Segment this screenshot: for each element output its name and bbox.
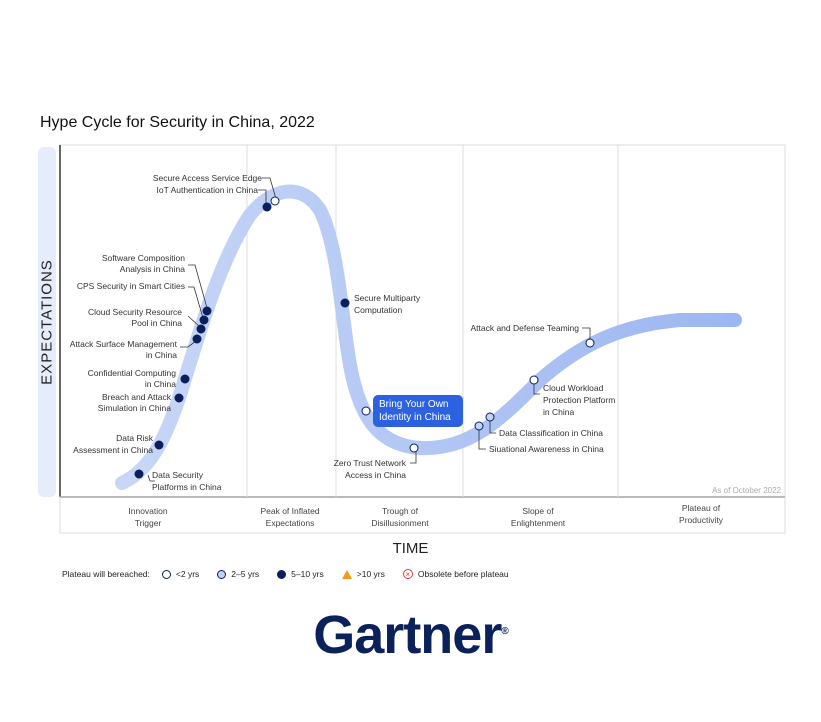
as-of-date: As of October 2022	[712, 486, 781, 495]
technology-label: Cloud Security Resource	[88, 307, 182, 317]
technology-label: in China	[145, 379, 176, 389]
highlight-callout: Bring Your Own Identity in China	[373, 395, 463, 427]
legend-item: 5–10 yrs	[291, 569, 324, 579]
technology-label: Secure Multiparty	[354, 293, 421, 303]
callout-line-1: Bring Your Own	[379, 399, 449, 410]
legend-triangle-icon	[341, 569, 352, 579]
technology-label: in China	[146, 350, 177, 360]
legend-navy-dot-icon	[277, 569, 287, 579]
technology-label: Data Risk	[116, 433, 154, 443]
legend-title: Plateau will bereached:	[62, 569, 150, 579]
x-axis-label: TIME	[392, 540, 429, 557]
technology-label: Siuational Awareness in China	[489, 444, 604, 454]
legend-item: Obsolete before plateau	[417, 569, 509, 579]
callout-line-2: Identity in China	[379, 412, 451, 423]
phase-label: Plateau of	[682, 503, 721, 513]
technology-label: Software Composition	[102, 253, 185, 263]
chart-title: Hype Cycle for Security in China, 2022	[40, 114, 315, 131]
phase-label: Productivity	[679, 515, 724, 525]
phase-label: Disillusionment	[371, 518, 429, 528]
phase-row	[59, 496, 786, 534]
phase-label: Peak of Inflated	[260, 506, 319, 516]
legend-white-dot-icon	[161, 569, 171, 579]
technology-label: Attack Surface Management	[70, 339, 178, 349]
technology-marker	[196, 324, 206, 334]
phase-label: Expectations	[266, 518, 315, 528]
technology-label: Attack and Defense Teaming	[470, 323, 579, 333]
legend-item: 2–5 yrs	[231, 569, 260, 579]
legend-obsolete-x-icon: ×	[402, 569, 413, 579]
technology-marker	[340, 298, 350, 308]
technology-label: in China	[543, 407, 574, 417]
hype-curve	[115, 184, 742, 490]
technology-label: Pool in China	[131, 318, 182, 328]
phase-label: Enlightenment	[511, 518, 566, 528]
phase-label: Trough of	[382, 506, 419, 516]
technology-label: Simulation in China	[98, 403, 172, 413]
technology-label: CPS Security in Smart Cities	[77, 281, 185, 291]
technology-marker	[180, 374, 190, 384]
technology-label: Assessment in China	[73, 445, 153, 455]
technology-marker	[474, 421, 484, 431]
technology-marker	[270, 196, 280, 206]
technology-label: Protection Platform	[543, 395, 615, 405]
y-axis-band	[38, 147, 56, 497]
leader-lines	[147, 177, 591, 482]
technology-label: Data Security	[152, 470, 204, 480]
technology-label: Data Classification in China	[499, 428, 603, 438]
gartner-logo: Gartner®	[313, 605, 509, 665]
technology-marker	[585, 338, 595, 348]
technology-marker	[199, 315, 209, 325]
technology-marker	[529, 375, 539, 385]
legend-item: >10 yrs	[356, 569, 385, 579]
technology-marker	[154, 440, 164, 450]
phase-label: Slope of	[522, 506, 554, 516]
technology-label: Confidential Computing	[88, 368, 177, 378]
technology-marker	[202, 306, 212, 316]
technology-label: Breach and Attack	[102, 392, 172, 402]
technology-label: Platforms in China	[152, 482, 222, 492]
technology-marker	[174, 393, 184, 403]
technology-label: Computation	[354, 305, 402, 315]
technology-marker	[485, 412, 495, 422]
technology-marker	[409, 443, 419, 453]
technology-label: Cloud Workload	[543, 383, 604, 393]
technology-label: IoT Authentication in China	[157, 185, 259, 195]
technology-marker	[192, 334, 202, 344]
phase-label: Trigger	[135, 518, 162, 528]
technology-label: Secure Access Service Edge	[153, 173, 262, 183]
technology-marker	[134, 469, 144, 479]
technology-markers	[134, 196, 595, 479]
technology-label: Zero Trust Network	[334, 458, 407, 468]
technology-label: Analysis in China	[120, 264, 185, 274]
technology-marker	[262, 202, 272, 212]
legend: Plateau will bereached: <2 yrs 2–5 yrs 5…	[62, 569, 521, 579]
phase-label: Innovation	[128, 506, 167, 516]
technology-marker	[361, 406, 371, 416]
legend-item: <2 yrs	[175, 569, 200, 579]
legend-lightblue-dot-icon	[217, 569, 227, 579]
technology-label: Access in China	[345, 470, 406, 480]
